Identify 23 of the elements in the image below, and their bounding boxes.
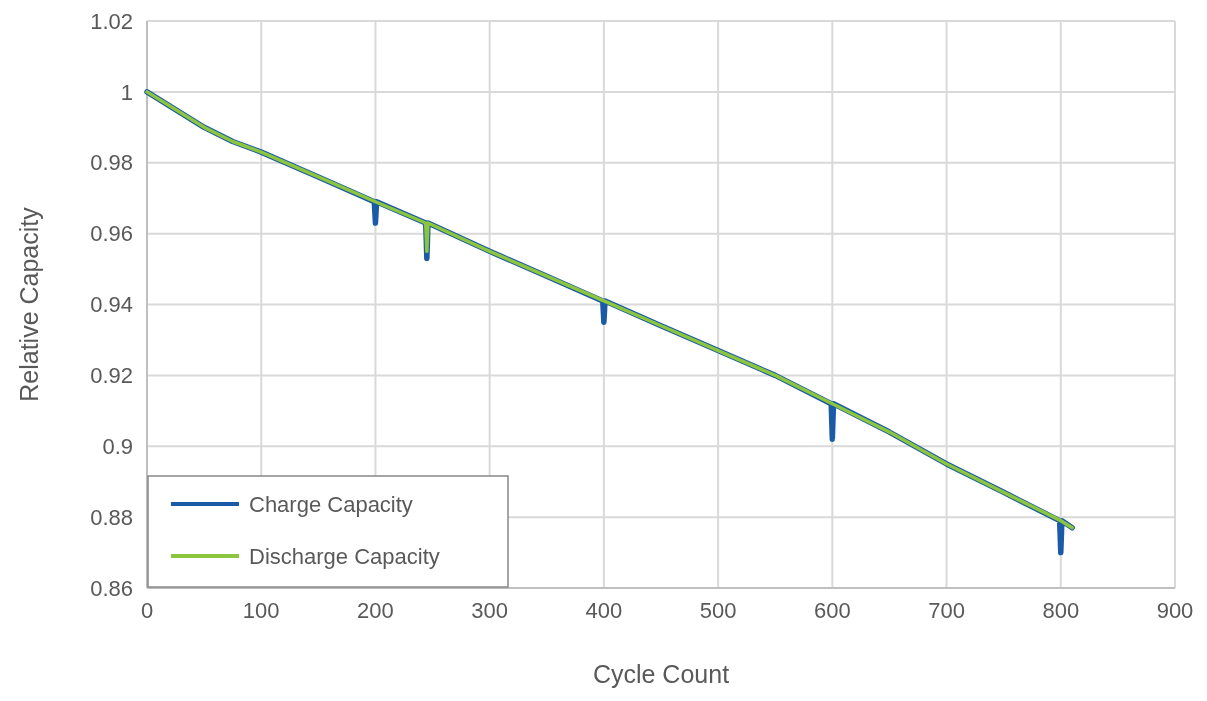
legend-label: Charge Capacity (249, 491, 413, 517)
x-tick-label: 100 (242, 598, 280, 623)
y-tick-label: 0.9 (102, 433, 133, 459)
x-tick-label: 200 (357, 598, 394, 623)
y-tick-label: 0.86 (90, 575, 133, 601)
y-tick-label: 1.02 (90, 8, 133, 34)
x-tick-label: 300 (471, 598, 509, 623)
y-axis-title: Relative Capacity (15, 206, 43, 402)
y-tick-label: 0.92 (90, 363, 133, 389)
y-tick-label: 0.88 (90, 504, 133, 530)
x-axis-title: Cycle Count (592, 660, 730, 688)
x-tick-label: 500 (699, 598, 737, 623)
legend-label: Discharge Capacity (249, 543, 440, 569)
x-tick-label: 600 (813, 598, 851, 623)
x-tick-label: 400 (585, 598, 623, 623)
x-tick-label: 900 (1156, 598, 1194, 623)
x-tick-label: 0 (140, 598, 154, 623)
x-tick-label: 800 (1042, 598, 1080, 623)
y-tick-label: 0.98 (90, 150, 133, 176)
y-tick-label: 0.94 (90, 292, 133, 318)
y-tick-label: 0.96 (90, 221, 133, 247)
y-tick-label: 1 (120, 79, 133, 105)
x-tick-label: 700 (928, 598, 965, 623)
